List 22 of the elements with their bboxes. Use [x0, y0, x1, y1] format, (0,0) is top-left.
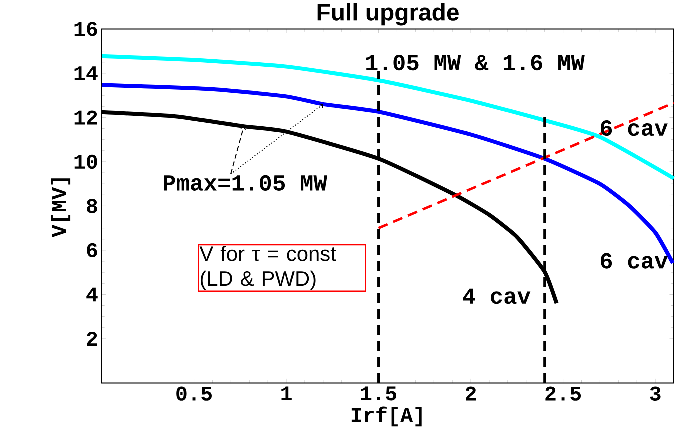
y-tick-label: 2 [87, 332, 98, 346]
x-tick-label: 3 [650, 386, 661, 401]
annotation: Pmax=1.05 MW [164, 175, 328, 191]
x-tick-label: 0.5 [176, 386, 212, 401]
y-tick-label: 6 [87, 243, 98, 258]
annotation: 6 cav [600, 253, 668, 269]
y-tick-label: 10 [74, 154, 98, 169]
x-tick-label: 1.5 [361, 386, 397, 401]
annotation: 4 cav [463, 288, 531, 304]
y-axis-title: V[MV] [51, 178, 71, 238]
y-tick-label: 8 [87, 199, 98, 214]
y-tick-label: 12 [74, 110, 98, 125]
x-tick-label: 2.5 [546, 386, 582, 401]
x-tick-label: 1 [282, 386, 292, 400]
x-tick-label: 2 [466, 386, 476, 401]
x-axis-title: Irf[A] [352, 406, 422, 427]
chart-title: Full upgrade [318, 3, 459, 26]
y-tick-label: 4 [86, 288, 98, 302]
y-tick-label: 14 [74, 66, 98, 80]
y-tick-label: 16 [74, 22, 98, 36]
annotation: 1.05 MW & 1.6 MW [366, 54, 585, 71]
annotation: V for τ = const (LD & PWD) [200, 246, 336, 290]
